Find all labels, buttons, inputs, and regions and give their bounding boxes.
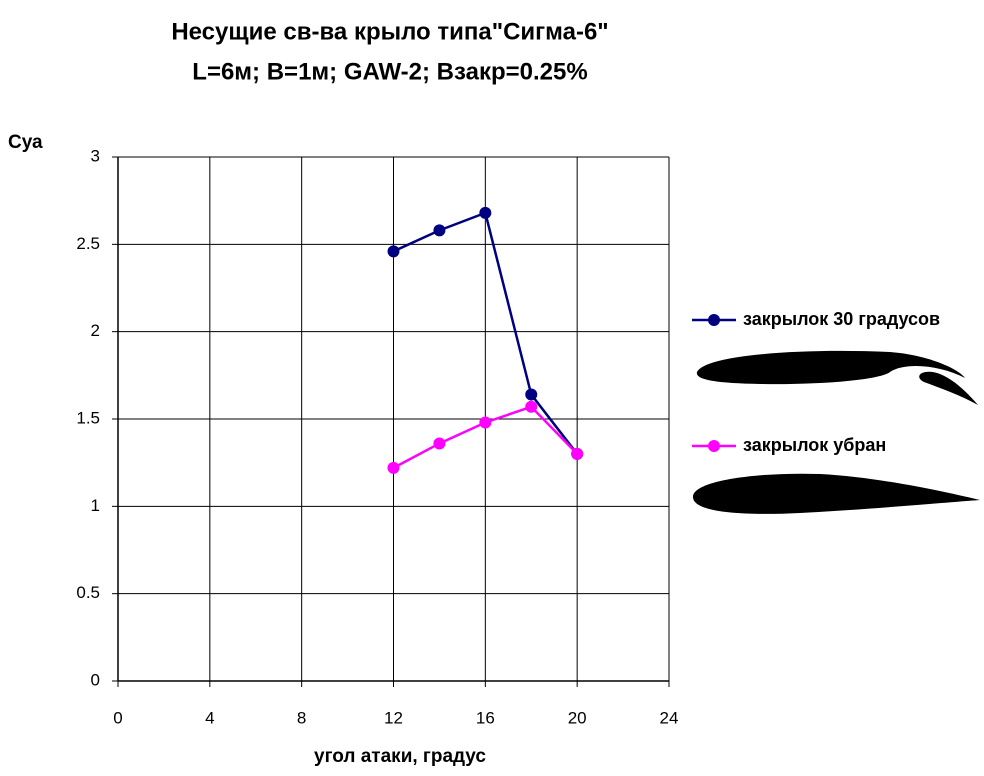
y-tick-label: 0.5 [76, 583, 100, 602]
data-point [433, 437, 446, 450]
x-tick-label: 12 [384, 708, 403, 727]
data-point [525, 400, 538, 413]
data-point [433, 224, 446, 237]
x-tick-label: 0 [113, 708, 122, 727]
x-tick-label: 4 [205, 708, 214, 727]
y-axis-label: Суа [8, 132, 43, 153]
data-point [525, 388, 538, 401]
chart-title: Несущие св-ва крыло типа"Сигма-6" [171, 18, 608, 45]
legend-label: закрылок 30 градусов [743, 309, 940, 329]
x-tick-label: 8 [297, 708, 306, 727]
y-tick-label: 3 [91, 146, 100, 165]
data-point [387, 245, 400, 258]
x-tick-label: 20 [568, 708, 587, 727]
y-tick-label: 2.5 [76, 234, 100, 253]
y-tick-label: 2 [91, 321, 100, 340]
airfoil-flap-main [696, 350, 965, 385]
x-tick-label: 16 [476, 708, 495, 727]
y-tick-label: 1.5 [76, 408, 100, 427]
x-tick-label: 24 [660, 708, 679, 727]
y-tick-label: 0 [91, 670, 100, 689]
data-point [571, 447, 584, 460]
data-point [387, 461, 400, 474]
legend-label: закрылок убран [743, 435, 886, 455]
x-axis-label: угол атаки, градус [314, 746, 486, 767]
data-point [479, 416, 492, 429]
airfoil-clean [693, 473, 980, 514]
legend-marker [708, 314, 720, 326]
airfoil-flap [919, 371, 978, 405]
data-point [479, 206, 492, 219]
y-tick-label: 1 [91, 496, 100, 515]
chart-subtitle: L=6м; B=1м; GAW-2; Взакр=0.25% [192, 58, 587, 85]
legend-marker [708, 440, 720, 452]
